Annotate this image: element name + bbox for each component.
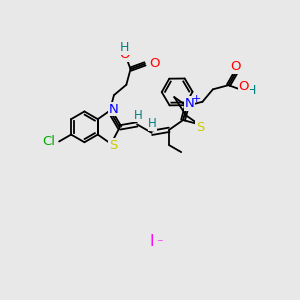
Text: I: I (150, 234, 154, 249)
Text: N: N (184, 97, 194, 110)
Text: O: O (231, 60, 241, 73)
Text: S: S (109, 139, 118, 152)
Text: H: H (134, 109, 142, 122)
Text: O: O (119, 48, 130, 61)
Text: N: N (109, 103, 118, 116)
Text: S: S (196, 121, 204, 134)
Text: Cl: Cl (42, 135, 55, 148)
Text: H: H (148, 117, 157, 130)
Text: O: O (150, 57, 160, 70)
Text: O: O (238, 80, 249, 93)
Text: ⁻: ⁻ (157, 237, 163, 250)
Text: H: H (120, 41, 129, 54)
Text: H: H (247, 84, 256, 97)
Text: +: + (191, 94, 201, 104)
